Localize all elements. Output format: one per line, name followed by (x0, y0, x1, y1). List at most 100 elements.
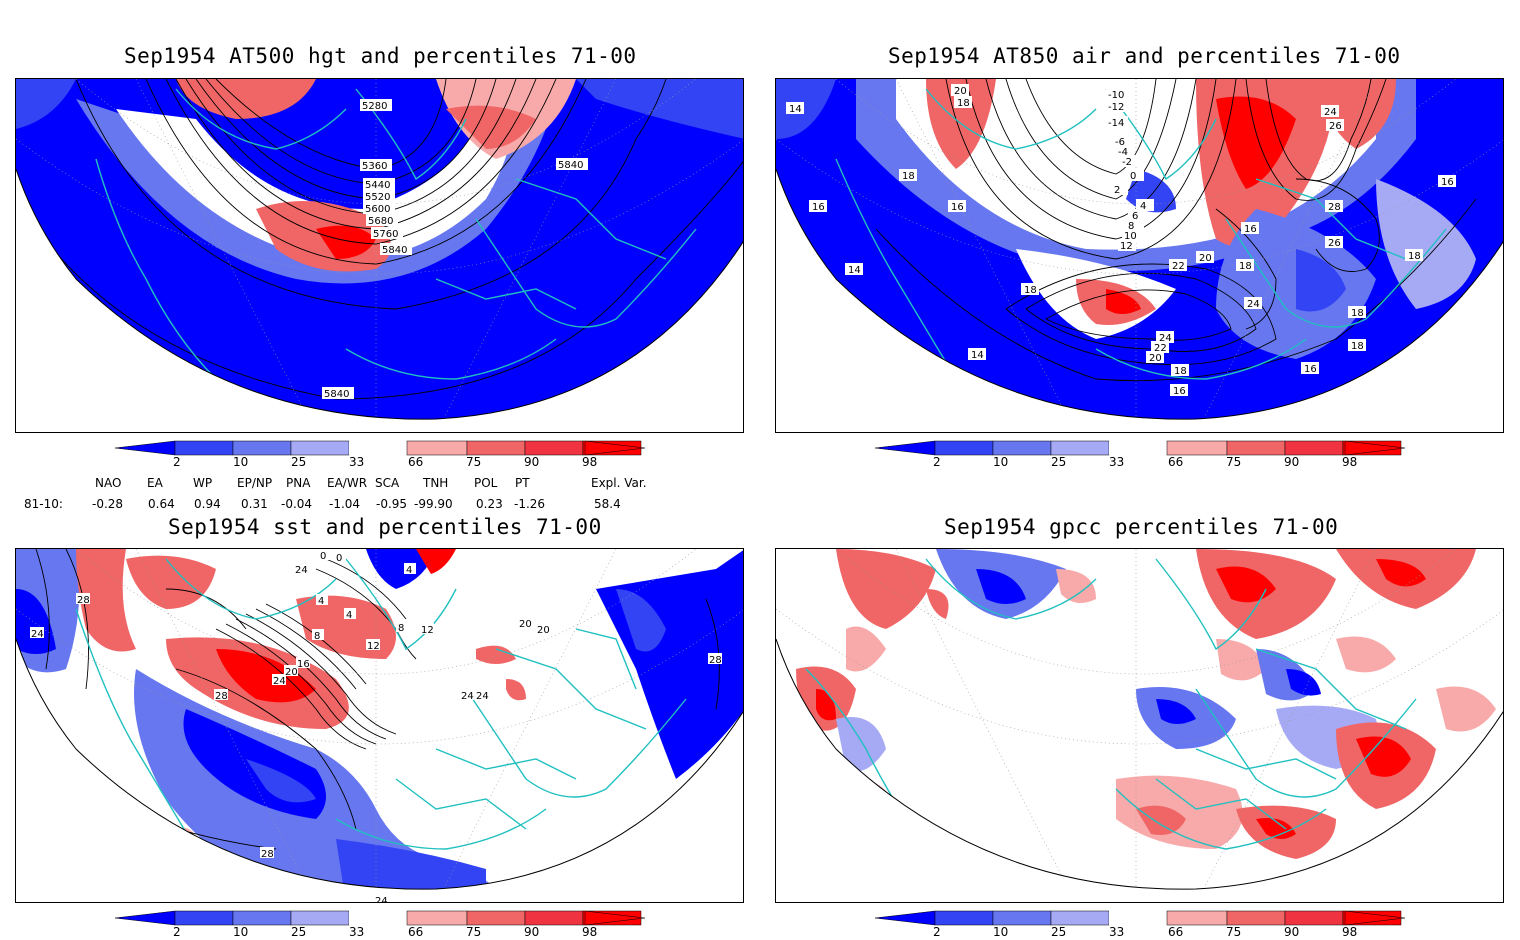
map-panel-air850: 14 20 18 -10 -12 -14 24 26 -6 -4 -2 0 2 … (775, 78, 1504, 433)
index-header-expl-var: Expl. Var. (591, 476, 647, 490)
colorbar-top-left: 2 10 25 33 66 75 90 98 (114, 440, 646, 469)
colorbar-tick-label: 98 (1342, 455, 1358, 469)
index-row-label: 81-10: (24, 497, 63, 511)
index-value-row: 81-10: -0.28 0.64 0.94 0.31 -0.04 -1.04 … (0, 497, 760, 513)
colorbar-tick-label: 75 (466, 455, 482, 469)
colorbar-segment (934, 910, 994, 926)
colorbar-segment (349, 441, 407, 455)
colorbar-segment (174, 910, 234, 926)
index-header-epnp: EP/NP (237, 476, 273, 490)
colorbar-segment (466, 440, 526, 456)
contour-label: 8 (398, 623, 404, 634)
contour-label: 20 (954, 86, 967, 97)
colorbar-graphic (114, 910, 646, 926)
colorbar-segment (1109, 441, 1167, 455)
colorbar-tick-label: 66 (1168, 925, 1184, 939)
contour-label: 12 (421, 625, 434, 636)
contour-label: 5360 (362, 161, 387, 172)
contour-label: 5680 (368, 216, 393, 227)
colorbar-tick-label: 66 (1168, 455, 1184, 469)
colorbar-graphic (114, 440, 646, 456)
contour-label: 20 (285, 667, 298, 678)
contour-label: 18 (1239, 261, 1252, 272)
contour-label: 24 (461, 691, 474, 702)
contour-label: 24 (476, 691, 489, 702)
contour-label: 18 (1351, 308, 1364, 319)
contour-label: 0 (320, 551, 326, 562)
colorbar-segment (1226, 440, 1286, 456)
colorbar-graphic (874, 910, 1406, 926)
contour-label: 16 (1244, 224, 1257, 235)
colorbar-tick-label: 98 (1342, 925, 1358, 939)
index-value-sca: -0.95 (376, 497, 408, 511)
contour-label: 8 (314, 631, 320, 642)
colorbar-segment (1344, 910, 1406, 926)
contour-label: 24 (273, 676, 286, 687)
contour-label: -12 (1108, 102, 1124, 113)
contour-label: 5760 (373, 229, 398, 240)
index-header-nao: NAO (95, 476, 122, 490)
index-value-tnh: -99.90 (414, 497, 453, 511)
contour-label: 14 (789, 104, 802, 115)
panel-title-hgt500: Sep1954 AT500 hgt and percentiles 71-00 (124, 44, 637, 68)
contour-label: 10 (1124, 231, 1137, 242)
colorbar-graphic (874, 440, 1406, 456)
colorbar-segment (874, 910, 936, 926)
colorbar-top-right: 2 10 25 33 66 75 90 98 (874, 440, 1406, 469)
contour-label: -6 (1115, 137, 1125, 148)
contour-label: 14 (971, 350, 984, 361)
colorbar-bottom-left: 2 10 25 33 66 75 90 98 (114, 910, 646, 939)
colorbar-tick-label: 75 (466, 925, 482, 939)
colorbar-segment (466, 910, 526, 926)
colorbar-segment (1226, 910, 1286, 926)
colorbar-tick-label: 98 (582, 455, 598, 469)
contour-label: 5840 (324, 389, 349, 400)
colorbar-tick-label: 66 (408, 925, 424, 939)
colorbar-tick-label: 25 (1051, 925, 1067, 939)
contour-label: 24 (1247, 299, 1260, 310)
contour-label: 4 (346, 610, 352, 621)
colorbar-tick-label: 33 (349, 925, 365, 939)
contour-label: 18 (1024, 285, 1037, 296)
colorbar-tick-label: 10 (233, 455, 249, 469)
colorbar-tick-label: 2 (173, 455, 181, 469)
panel-title-sst: Sep1954 sst and percentiles 71-00 (168, 515, 602, 539)
contour-label: 20 (537, 625, 550, 636)
contour-label: 18 (1351, 341, 1364, 352)
contour-label: 12 (367, 641, 380, 652)
contour-label: -4 (1118, 147, 1128, 158)
colorbar-segment (406, 440, 468, 456)
colorbar-tick-label: 10 (233, 925, 249, 939)
contour-label: 28 (261, 849, 274, 860)
colorbar-segment (406, 910, 468, 926)
index-value-ea: 0.64 (148, 497, 175, 511)
contour-label: 24 (1324, 107, 1337, 118)
colorbar-tick-label: 10 (993, 455, 1009, 469)
contour-label: 5280 (362, 101, 387, 112)
contour-label: 8 (1128, 221, 1134, 232)
index-value-pol: 0.23 (476, 497, 503, 511)
contour-label: 6 (1132, 211, 1138, 222)
contour-label: 0 (1130, 171, 1136, 182)
contour-label: 28 (77, 595, 90, 606)
colorbar-segment (114, 440, 176, 456)
contour-label: 16 (1173, 386, 1186, 397)
colorbar-segment (1344, 440, 1406, 456)
contour-label: 16 (1441, 177, 1454, 188)
colorbar-tick-label: 25 (291, 455, 307, 469)
colorbar-segment (1166, 440, 1228, 456)
colorbar-segment (1050, 440, 1110, 456)
contour-label: 5440 (365, 180, 390, 191)
index-header-eawr: EA/WR (327, 476, 368, 490)
colorbar-segment (992, 910, 1052, 926)
index-header-pt: PT (515, 476, 530, 490)
colorbar-tick-label: 66 (408, 455, 424, 469)
colorbar-bottom-right: 2 10 25 33 66 75 90 98 (874, 910, 1406, 939)
contour-label: 28 (709, 655, 722, 666)
colorbar-segment (232, 440, 292, 456)
colorbar-segment (349, 911, 407, 925)
contour-label: 20 (519, 619, 532, 630)
colorbar-segment (290, 440, 350, 456)
contour-label: 22 (1154, 343, 1167, 354)
index-value-expl-var: 58.4 (594, 497, 621, 511)
